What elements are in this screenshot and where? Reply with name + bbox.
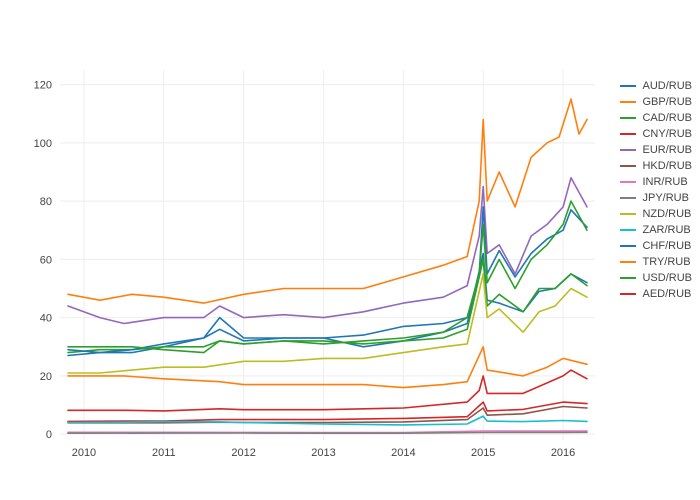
legend-label: GBP/RUB — [642, 96, 692, 108]
legend-item[interactable]: AUD/RUB — [620, 80, 692, 92]
legend-color-swatch — [620, 293, 636, 296]
legend-label: EUR/RUB — [642, 144, 692, 156]
legend-item[interactable]: USD/RUB — [620, 272, 692, 284]
legend-color-swatch — [620, 229, 636, 232]
legend-item[interactable]: INR/RUB — [620, 176, 692, 188]
legend-color-swatch — [620, 133, 636, 136]
legend-item[interactable]: AED/RUB — [620, 288, 692, 300]
chart-svg: 0 20 40 60 80 100 120 2010 2011 2012 2013 2014 2015 2… — [0, 0, 700, 500]
legend-color-swatch — [620, 245, 636, 248]
legend-label: USD/RUB — [642, 272, 692, 284]
legend-color-swatch — [620, 261, 636, 264]
y-tick-label: 100 — [34, 138, 52, 150]
legend-item[interactable]: JPY/RUB — [620, 192, 692, 204]
x-tick-label: 2011 — [152, 447, 176, 459]
y-tick-label: 120 — [34, 80, 52, 92]
legend-item[interactable]: CNY/RUB — [620, 128, 692, 140]
legend-color-swatch — [620, 277, 636, 280]
x-tick-label: 2013 — [311, 447, 335, 459]
x-tick-label: 2015 — [471, 447, 495, 459]
legend-item[interactable]: EUR/RUB — [620, 144, 692, 156]
legend-item[interactable]: TRY/RUB — [620, 256, 692, 268]
legend-color-swatch — [620, 85, 636, 88]
chart-container: 0 20 40 60 80 100 120 2010 2011 2012 2013 2014 2015 2… — [0, 0, 700, 500]
legend-color-swatch — [620, 213, 636, 216]
legend-label: AUD/RUB — [642, 80, 692, 92]
y-tick-label: 60 — [40, 254, 52, 266]
legend-label: INR/RUB — [642, 176, 687, 188]
legend-item[interactable]: CHF/RUB — [620, 240, 692, 252]
legend-label: CNY/RUB — [642, 128, 692, 140]
legend-label: HKD/RUB — [642, 160, 692, 172]
legend-label: NZD/RUB — [642, 208, 691, 220]
legend-label: TRY/RUB — [642, 256, 690, 268]
y-tick-label: 80 — [40, 196, 52, 208]
x-tick-label: 2016 — [551, 447, 575, 459]
legend-label: ZAR/RUB — [642, 224, 690, 236]
legend-color-swatch — [620, 101, 636, 104]
legend-label: AED/RUB — [642, 288, 691, 300]
legend-color-swatch — [620, 197, 636, 200]
legend-color-swatch — [620, 165, 636, 168]
legend-label: CHF/RUB — [642, 240, 691, 252]
legend-item[interactable]: CAD/RUB — [620, 112, 692, 124]
y-tick-label: 40 — [40, 313, 52, 325]
legend: AUD/RUB GBP/RUB CAD/RUB CNY/RUB EUR/RUB HKD/R… — [620, 80, 692, 304]
legend-item[interactable]: ZAR/RUB — [620, 224, 692, 236]
series-line — [68, 432, 587, 433]
x-tick-label: 2014 — [391, 447, 415, 459]
legend-label: CAD/RUB — [642, 112, 692, 124]
y-tick-label: 0 — [46, 429, 52, 441]
legend-color-swatch — [620, 149, 636, 152]
x-tick-label: 2010 — [72, 447, 96, 459]
legend-item[interactable]: HKD/RUB — [620, 160, 692, 172]
legend-label: JPY/RUB — [642, 192, 688, 204]
legend-color-swatch — [620, 117, 636, 120]
legend-color-swatch — [620, 181, 636, 184]
legend-item[interactable]: NZD/RUB — [620, 208, 692, 220]
x-tick-label: 2012 — [231, 447, 255, 459]
legend-item[interactable]: GBP/RUB — [620, 96, 692, 108]
y-tick-label: 20 — [40, 371, 52, 383]
